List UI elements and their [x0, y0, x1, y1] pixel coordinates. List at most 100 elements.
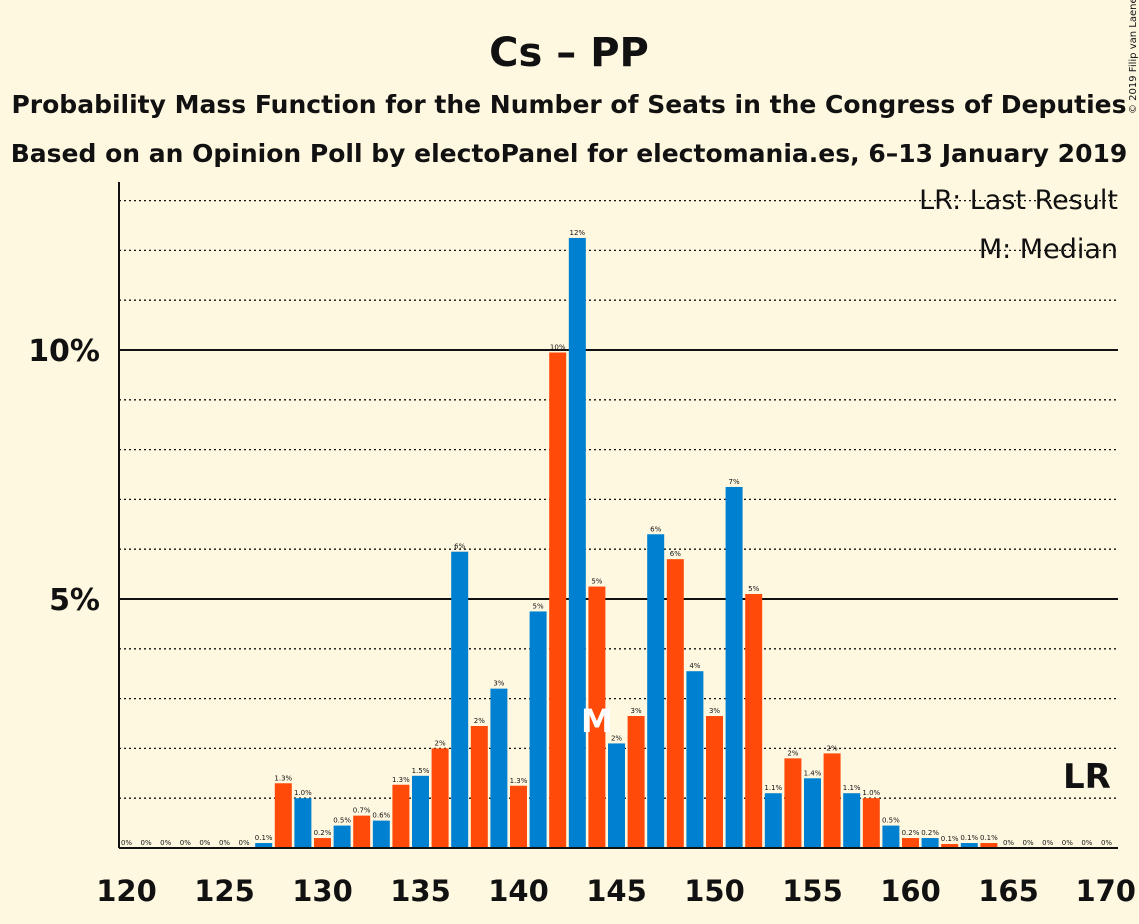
bar-label-140: 1.3%	[510, 777, 528, 785]
bar-label-129: 1.0%	[294, 789, 312, 797]
bar-label-163: 0.1%	[960, 834, 978, 842]
bar-147	[647, 534, 665, 848]
bar-129	[294, 798, 312, 848]
bar-label-155: 1.4%	[804, 769, 822, 777]
bar-163	[960, 843, 978, 848]
bar-label-156: 2%	[827, 744, 838, 752]
bar-152	[745, 594, 763, 848]
bar-144	[588, 586, 606, 848]
bar-142	[549, 352, 567, 848]
bar-label-143: 12%	[570, 229, 586, 237]
bar-label-160: 0.2%	[902, 829, 920, 837]
bar-159	[882, 825, 900, 848]
x-tick-label: 135	[390, 874, 451, 908]
bar-label-130: 0.2%	[314, 829, 332, 837]
bar-label-124: 0%	[199, 839, 210, 847]
bar-label-165: 0%	[1003, 839, 1014, 847]
bar-154	[784, 758, 802, 848]
chart-title: Cs – PP	[489, 30, 649, 76]
bar-label-144: 5%	[591, 578, 602, 586]
bar-131	[333, 825, 351, 848]
bar-label-153: 1.1%	[764, 784, 782, 792]
bar-149	[686, 671, 704, 848]
bar-155	[804, 778, 821, 848]
x-tick-label: 155	[782, 874, 843, 908]
median-marker: M	[581, 702, 613, 740]
x-tick-label: 130	[292, 874, 353, 908]
bar-label-121: 0%	[141, 839, 152, 847]
bar-label-166: 0%	[1023, 839, 1034, 847]
bar-label-139: 3%	[493, 680, 504, 688]
bar-label-168: 0%	[1062, 839, 1073, 847]
bar-158	[862, 798, 880, 848]
bar-label-167: 0%	[1042, 839, 1053, 847]
y-tick-label: 5%	[49, 583, 100, 618]
bar-label-157: 1.1%	[843, 784, 861, 792]
bar-label-125: 0%	[219, 839, 230, 847]
bar-label-122: 0%	[160, 839, 171, 847]
bar-label-134: 1.3%	[392, 776, 410, 784]
legend-last-result: LR: Last Result	[919, 185, 1118, 216]
bar-141	[529, 611, 547, 848]
bar-128	[274, 783, 292, 848]
x-tick-label: 150	[684, 874, 745, 908]
bar-137	[451, 551, 469, 848]
bar-153	[764, 793, 782, 848]
x-tick-label: 120	[96, 874, 157, 908]
bar-164	[980, 843, 998, 848]
bar-label-127: 0.1%	[255, 834, 273, 842]
bars	[255, 237, 998, 848]
bar-label-158: 1.0%	[862, 789, 880, 797]
x-tick-label: 125	[194, 874, 255, 908]
legend-median: M: Median	[979, 234, 1118, 265]
bar-labels: 0% 0% 0% 0% 0% 0% 0%0.1%1.3%1.0%0.2%0.5%0.7%0.…	[121, 229, 1112, 847]
bar-label-152: 5%	[748, 585, 759, 593]
bar-label-142: 10%	[550, 343, 566, 351]
bar-label-123: 0%	[180, 839, 191, 847]
bar-label-131: 0.5%	[333, 817, 351, 825]
x-tick-label: 170	[1075, 874, 1136, 908]
bar-132	[353, 815, 371, 848]
bar-label-159: 0.5%	[882, 817, 900, 825]
bar-label-162: 0.1%	[941, 835, 959, 843]
bar-150	[706, 716, 723, 848]
bar-label-150: 3%	[709, 707, 720, 715]
gridlines	[119, 199, 1118, 799]
bar-143	[568, 237, 586, 848]
bar-130	[314, 838, 331, 848]
chart-subtitle-line-2: Based on an Opinion Poll by electoPanel …	[11, 139, 1128, 168]
bar-label-146: 3%	[631, 707, 642, 715]
bar-138	[470, 725, 488, 848]
bar-161	[921, 838, 939, 848]
bar-label-135: 1.5%	[412, 767, 430, 775]
bar-label-145: 2%	[611, 734, 622, 742]
bar-label-141: 5%	[533, 602, 544, 610]
bar-157	[843, 793, 861, 848]
bar-label-126: 0%	[239, 839, 250, 847]
bar-127	[255, 843, 273, 848]
bar-label-164: 0.1%	[980, 834, 998, 842]
bar-label-120: 0%	[121, 839, 132, 847]
bar-146	[627, 716, 645, 848]
bar-label-170: 0%	[1101, 839, 1112, 847]
bar-label-149: 4%	[689, 662, 700, 670]
bar-label-147: 6%	[650, 525, 661, 533]
bar-label-161: 0.2%	[921, 829, 939, 837]
bar-140	[510, 785, 527, 848]
bar-162	[941, 844, 959, 848]
x-tick-label: 160	[880, 874, 941, 908]
bar-136	[431, 748, 449, 848]
bar-label-128: 1.3%	[274, 774, 292, 782]
bar-label-154: 2%	[787, 749, 798, 757]
x-tick-label: 145	[586, 874, 647, 908]
chart-subtitle-line-1: Probability Mass Function for the Number…	[11, 90, 1126, 119]
y-tick-label: 10%	[28, 334, 100, 369]
copyright-text: © 2019 Filip van Laenen	[1128, 0, 1139, 114]
bar-label-132: 0.7%	[353, 807, 371, 815]
axes: 5% 10% 120 125 130 135 140 145 150 155 160 165 170	[28, 182, 1136, 908]
bar-145	[608, 743, 625, 848]
bar-151	[725, 486, 743, 848]
bar-label-137: 6%	[454, 543, 465, 551]
last-result-marker: LR	[1063, 757, 1111, 797]
